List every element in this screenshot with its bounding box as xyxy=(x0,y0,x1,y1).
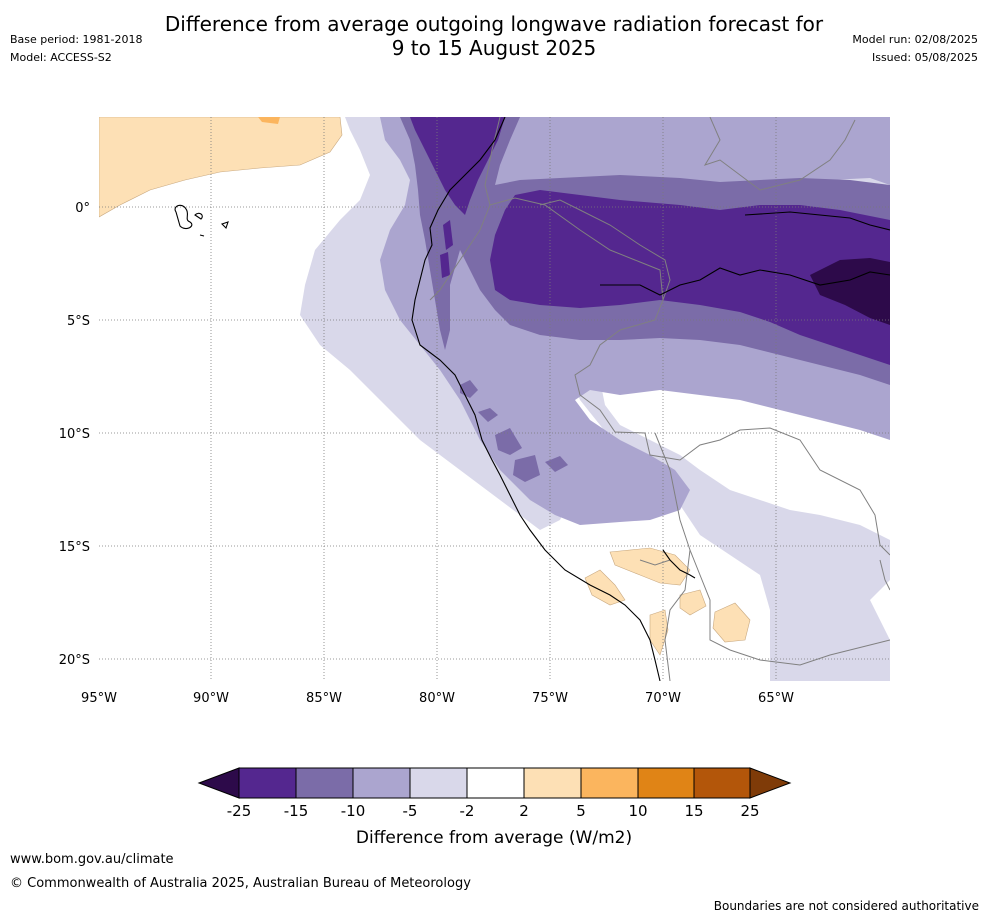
colorbar-tick: -15 xyxy=(284,802,309,820)
anomaly-patch-5 xyxy=(545,456,568,472)
colorbar-tick: 25 xyxy=(740,802,759,820)
lon-tick-95w: 95°W xyxy=(81,691,117,706)
lon-tick-85w: 85°W xyxy=(306,691,342,706)
colorbar-tick: -25 xyxy=(227,802,252,820)
colorbar-swatch-6 xyxy=(523,767,582,799)
anomaly-core-extreme xyxy=(810,258,890,325)
positive-anomaly-region-sw xyxy=(679,589,707,616)
anomaly-patch-6 xyxy=(443,220,453,250)
map-title: Difference from average outgoing longwav… xyxy=(0,12,988,60)
lat-tick-15s: 15°S xyxy=(59,540,90,555)
lon-tick-65w: 65°W xyxy=(758,691,794,706)
colorbar-swatch-3 xyxy=(352,767,411,799)
lat-tick-20s: 20°S xyxy=(59,653,90,668)
coastline xyxy=(174,117,890,681)
footer-copyright: © Commonwealth of Australia 2025, Austra… xyxy=(10,876,471,891)
country-borders xyxy=(429,117,890,681)
footer-disclaimer: Boundaries are not considered authoritat… xyxy=(713,899,979,913)
anomaly-band-strong-amazon xyxy=(490,190,890,365)
positive-anomaly-region-peru-south xyxy=(609,547,691,586)
anomaly-patch-3 xyxy=(495,428,522,455)
colorbar-swatch-2 xyxy=(295,767,354,799)
colorbar-swatch-7 xyxy=(580,767,639,799)
title-line-2: 9 to 15 August 2025 xyxy=(391,36,597,60)
lon-tick-75w: 75°W xyxy=(532,691,568,706)
colorbar-tick: 15 xyxy=(684,802,703,820)
colorbar-tick: -2 xyxy=(460,802,475,820)
positive-anomaly-core-nw xyxy=(258,117,280,124)
positive-anomaly-region-coast xyxy=(584,569,626,606)
anomaly-patch-7 xyxy=(440,252,450,278)
colorbar-swatch-4 xyxy=(409,767,468,799)
title-line-1: Difference from average outgoing longwav… xyxy=(164,12,824,36)
colorbar xyxy=(197,767,792,799)
colorbar-tick: -10 xyxy=(341,802,366,820)
colorbar-tick: -5 xyxy=(403,802,418,820)
model-name: Model: ACCESS-S2 xyxy=(10,51,112,64)
colorbar-extend-low xyxy=(197,767,240,799)
colorbar-ticks: -25 -15 -10 -5 -2 2 5 10 15 25 xyxy=(227,802,760,820)
lon-tick-90w: 90°W xyxy=(193,691,229,706)
lon-tick-80w: 80°W xyxy=(419,691,455,706)
colorbar-tick: 10 xyxy=(628,802,647,820)
colorbar-swatch-9 xyxy=(693,767,751,799)
positive-anomaly-region-chile xyxy=(649,609,669,656)
anomaly-band-strong-north xyxy=(410,117,505,215)
lat-tick-5s: 5°S xyxy=(67,314,90,329)
anomaly-patch-4 xyxy=(513,455,540,482)
lat-tick-10s: 10°S xyxy=(59,427,90,442)
colorbar-swatch-5 xyxy=(466,767,525,799)
colorbar-tick: 5 xyxy=(576,802,586,820)
anomaly-patch-2 xyxy=(478,408,498,422)
model-run: Model run: 02/08/2025 xyxy=(852,33,978,46)
map-area xyxy=(99,117,890,681)
lat-tick-0: 0° xyxy=(75,201,90,216)
issued-date: Issued: 05/08/2025 xyxy=(871,51,978,64)
positive-anomaly-region-bolivia xyxy=(712,602,751,643)
colorbar-extend-high xyxy=(749,767,792,799)
base-period: Base period: 1981-2018 xyxy=(10,33,143,46)
footer-website[interactable]: www.bom.gov.au/climate xyxy=(10,852,174,867)
colorbar-label: Difference from average (W/m2) xyxy=(356,828,632,848)
positive-anomaly-region-nw xyxy=(99,117,343,218)
lon-tick-70w: 70°W xyxy=(645,691,681,706)
colorbar-tick: 2 xyxy=(519,802,529,820)
colorbar-swatch-1 xyxy=(238,767,297,799)
colorbar-swatch-8 xyxy=(637,767,695,799)
